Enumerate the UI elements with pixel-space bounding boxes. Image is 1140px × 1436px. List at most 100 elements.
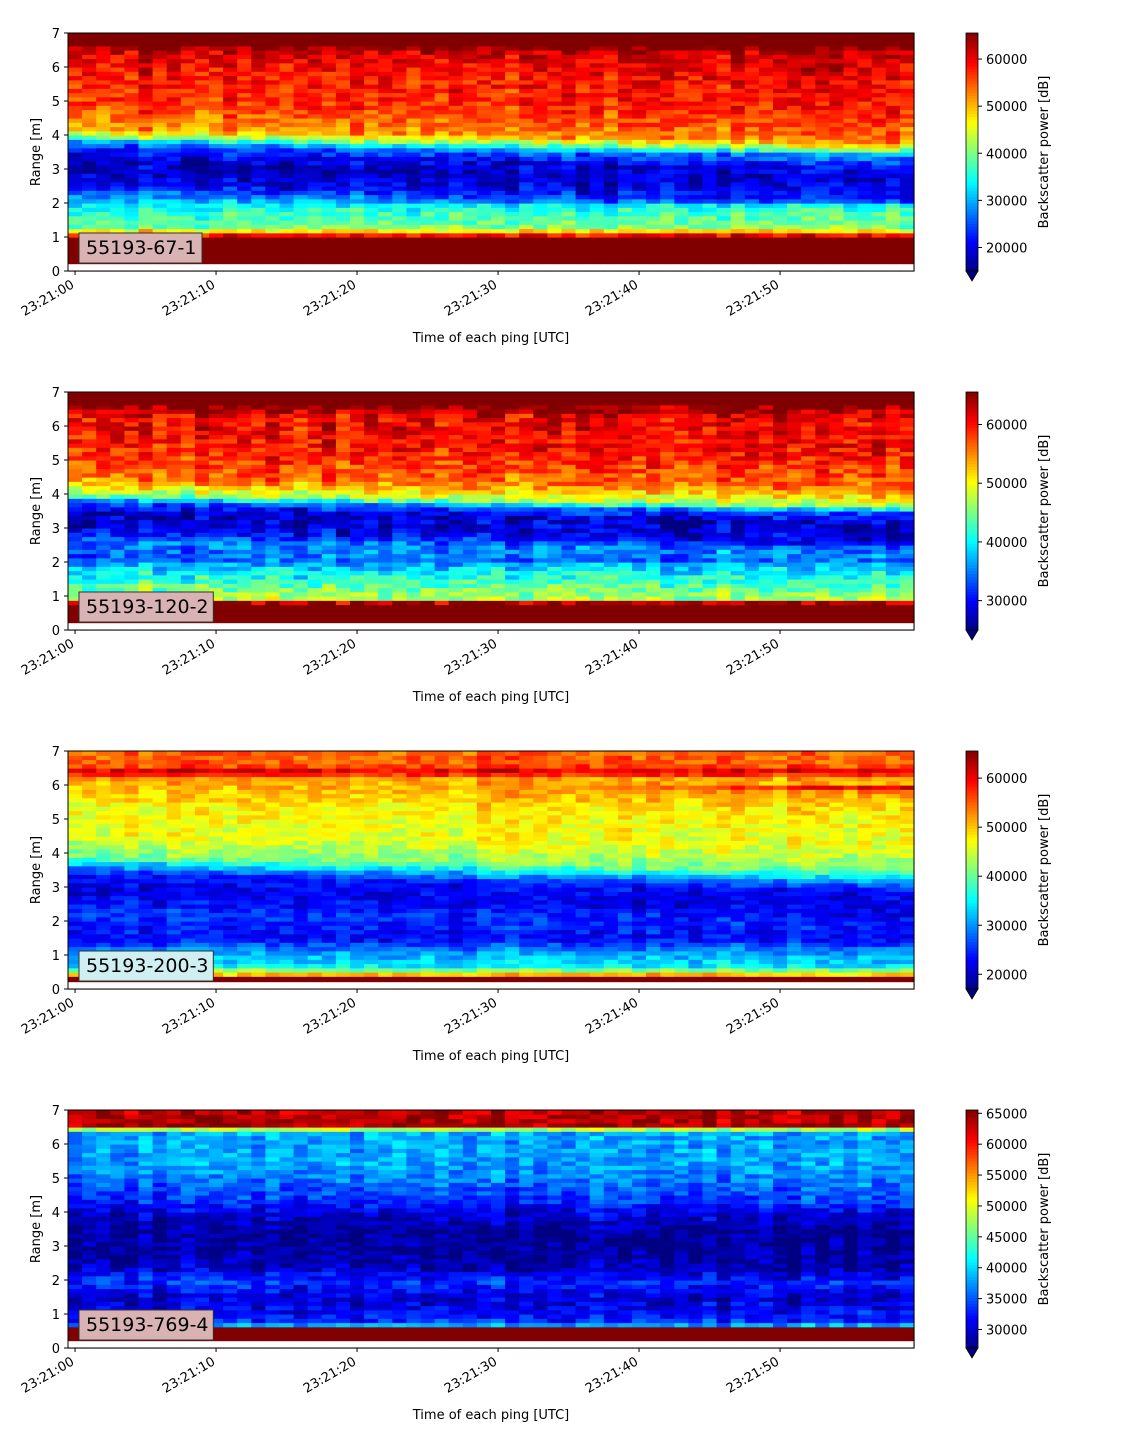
heatmap-cell xyxy=(166,502,182,508)
heatmap-cell xyxy=(350,528,365,533)
heatmap-cell xyxy=(491,130,506,136)
heatmap-cell xyxy=(96,400,111,406)
heatmap-cell xyxy=(82,220,97,225)
heatmap-cell xyxy=(209,41,224,47)
heatmap-cell xyxy=(265,169,281,174)
heatmap-cell xyxy=(209,417,224,423)
heatmap-cell xyxy=(420,186,436,191)
heatmap-cell xyxy=(547,143,563,149)
heatmap-cell xyxy=(237,545,252,550)
heatmap-cell xyxy=(660,160,675,166)
heatmap-cell xyxy=(448,96,464,102)
heatmap-cell xyxy=(378,426,393,431)
heatmap-cell xyxy=(68,570,83,576)
heatmap-cell xyxy=(307,203,323,208)
heatmap-cell xyxy=(420,254,436,259)
heatmap-cell xyxy=(801,88,816,94)
heatmap-cell xyxy=(533,62,548,68)
heatmap-cell xyxy=(730,41,746,47)
heatmap-cell xyxy=(646,194,661,200)
y-tick-label: 6 xyxy=(52,61,60,76)
heatmap-cell xyxy=(265,156,281,162)
heatmap-cell xyxy=(815,130,830,136)
heatmap-cell xyxy=(829,190,845,196)
heatmap-cell xyxy=(265,596,281,601)
heatmap-cell xyxy=(335,591,351,597)
heatmap-cell xyxy=(194,468,210,474)
heatmap-cell xyxy=(110,477,125,482)
heatmap-cell xyxy=(730,181,746,187)
heatmap-cell xyxy=(533,156,548,162)
heatmap-cell xyxy=(378,468,393,474)
heatmap-cell xyxy=(265,198,281,204)
heatmap-cell xyxy=(166,37,182,43)
heatmap-cell xyxy=(773,122,788,128)
heatmap-cell xyxy=(82,515,97,521)
heatmap-cell xyxy=(871,118,887,123)
heatmap-cell xyxy=(335,118,351,123)
heatmap-cell xyxy=(533,160,548,166)
heatmap-cell xyxy=(166,409,182,414)
heatmap-cell xyxy=(209,574,224,580)
heatmap-cell xyxy=(138,224,154,230)
heatmap-cell xyxy=(152,587,168,593)
heatmap-cell xyxy=(420,41,436,47)
heatmap-cell xyxy=(674,211,689,217)
heatmap-cell xyxy=(180,109,196,115)
heatmap-cell xyxy=(350,135,365,140)
heatmap-cell xyxy=(321,88,337,94)
heatmap-cell xyxy=(885,126,901,132)
heatmap-cell xyxy=(773,105,788,111)
heatmap-cell xyxy=(392,617,407,623)
heatmap-cell xyxy=(505,109,520,115)
heatmap-cell xyxy=(279,413,295,419)
heatmap-cell xyxy=(180,228,196,234)
heatmap-cell xyxy=(96,421,111,427)
heatmap-cell xyxy=(307,574,323,580)
heatmap-cell xyxy=(194,45,210,51)
heatmap-cell xyxy=(420,58,436,64)
heatmap-cell xyxy=(265,426,281,431)
heatmap-cell xyxy=(378,139,393,145)
heatmap-cell xyxy=(744,228,760,234)
heatmap-cell xyxy=(660,118,675,123)
heatmap-cell xyxy=(857,186,873,191)
colorbar-segment xyxy=(966,229,978,233)
heatmap-cell xyxy=(378,198,393,204)
heatmap-cell xyxy=(773,92,788,98)
heatmap-cell xyxy=(434,33,450,38)
heatmap-cell xyxy=(166,553,182,559)
heatmap-cell xyxy=(857,237,873,242)
heatmap-cell xyxy=(321,417,337,423)
heatmap-cell xyxy=(646,71,661,77)
heatmap-cell xyxy=(265,523,281,529)
heatmap-cell xyxy=(420,434,436,440)
heatmap-cell xyxy=(688,71,704,77)
heatmap-cell xyxy=(265,143,281,149)
heatmap-cell xyxy=(773,173,788,179)
heatmap-cell xyxy=(406,574,422,580)
heatmap-cell xyxy=(716,147,732,153)
heatmap-cell xyxy=(434,79,450,85)
heatmap-cell xyxy=(646,130,661,136)
heatmap-cell xyxy=(378,506,393,512)
heatmap-cell xyxy=(491,88,506,94)
heatmap-cell xyxy=(110,177,125,183)
heatmap-cell xyxy=(194,438,210,444)
heatmap-cell xyxy=(237,113,252,119)
heatmap-cell xyxy=(815,164,830,170)
heatmap-cell xyxy=(364,404,379,410)
heatmap-cell xyxy=(660,152,675,157)
heatmap-cell xyxy=(462,33,478,38)
heatmap-cell xyxy=(110,169,125,174)
heatmap-cell xyxy=(547,181,563,187)
heatmap-cell xyxy=(378,67,393,72)
heatmap-cell xyxy=(420,528,436,533)
heatmap-cell xyxy=(82,79,97,85)
heatmap-cell xyxy=(110,79,125,85)
heatmap-cell xyxy=(575,62,591,68)
heatmap-cells xyxy=(68,33,915,272)
heatmap-cell xyxy=(335,254,351,259)
heatmap-cell xyxy=(702,258,718,264)
heatmap-cell xyxy=(871,130,887,136)
